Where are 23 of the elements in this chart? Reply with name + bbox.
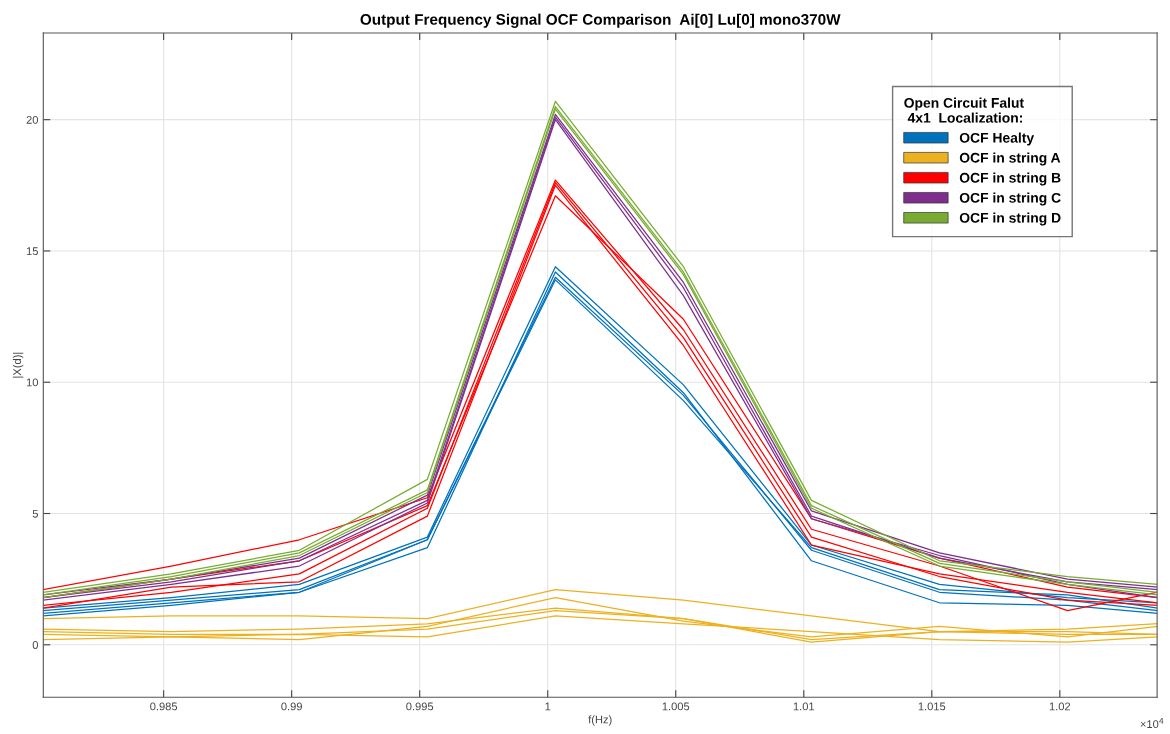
- x-tick-label: 1.005: [662, 702, 690, 711]
- x-tick-label: 1.01: [793, 702, 815, 711]
- legend-label: OCF in string D: [959, 212, 1061, 226]
- y-tick-label: 5: [32, 509, 38, 518]
- x-tick-label: 0.985: [150, 702, 178, 711]
- y-tick-label: 20: [26, 115, 38, 124]
- x-tick-label: 1: [545, 702, 551, 711]
- legend-title: Open Circuit Falut 4x1 Localization:: [904, 97, 1024, 123]
- y-tick-label: 10: [26, 378, 38, 387]
- y-axis-title: |X(d)|: [12, 352, 24, 378]
- legend-label: OCF in string A: [959, 152, 1061, 166]
- y-tick-label: 15: [26, 247, 38, 256]
- y-tick-label: 0: [32, 641, 38, 649]
- legend-label: OCF Healty: [959, 132, 1035, 146]
- text: ×10$^{4}$: [1140, 718, 1164, 729]
- legend-label: OCF in string C: [959, 192, 1061, 206]
- legend-label: OCF in string B: [959, 172, 1061, 186]
- x-tick-label: 1.015: [918, 702, 946, 711]
- x-tick-label: 1.02: [1049, 702, 1071, 711]
- chart-title: Output Frequency Signal OCF Comparison Ai[0] Lu[0] mono370W: [360, 13, 841, 28]
- x-tick-label: 0.99: [281, 702, 302, 711]
- x-tick-label: 0.995: [406, 702, 434, 711]
- x-axis-title: f(Hz): [588, 715, 612, 726]
